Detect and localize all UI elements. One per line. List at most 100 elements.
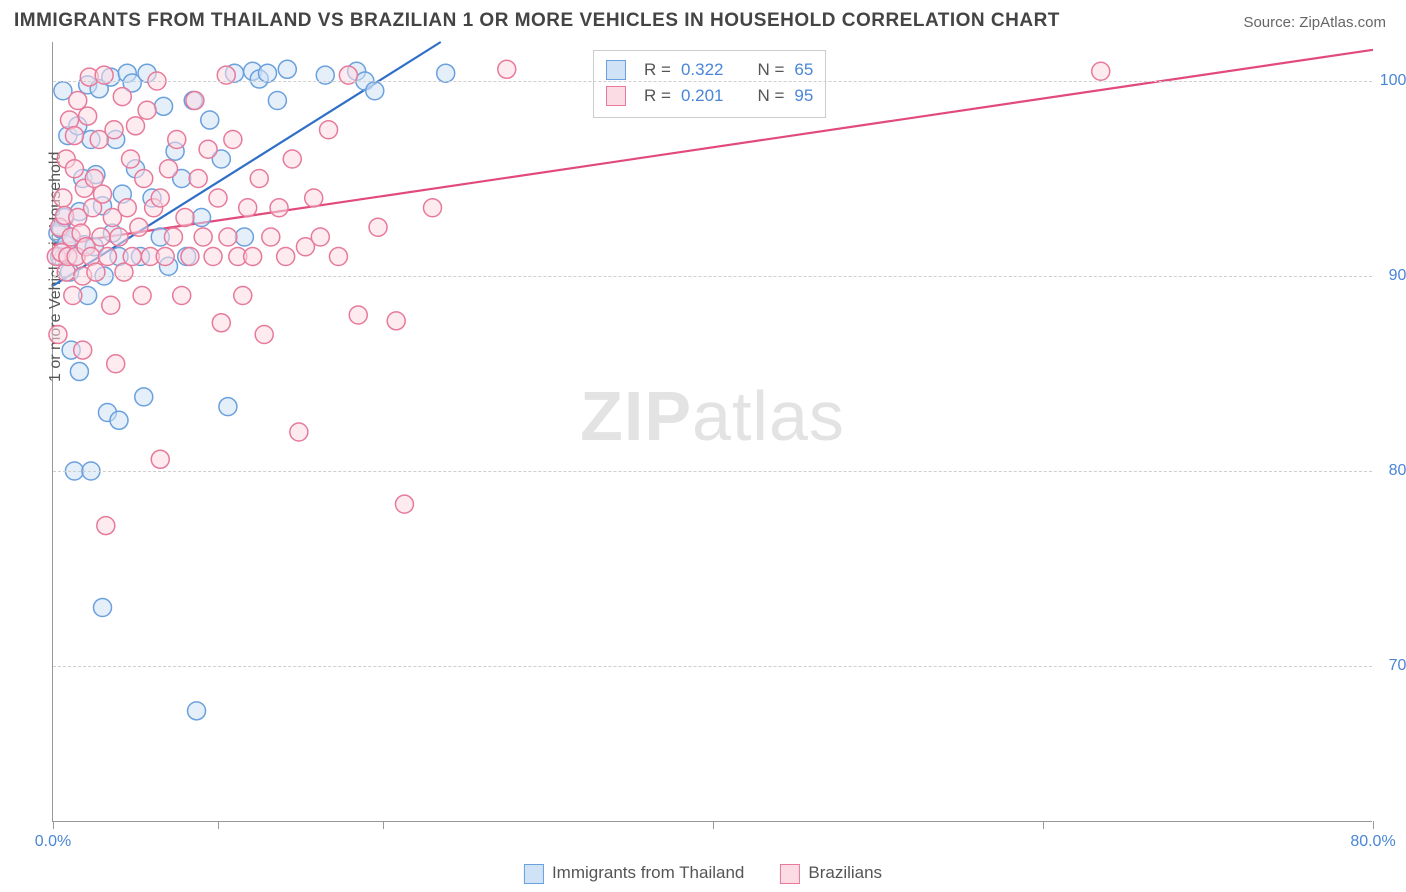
legend-item: Immigrants from Thailand	[524, 863, 744, 884]
scatter-point	[94, 599, 112, 617]
scatter-point	[278, 60, 296, 78]
scatter-point	[94, 185, 112, 203]
xtick	[383, 821, 384, 829]
scatter-point	[130, 218, 148, 236]
scatter-point	[122, 150, 140, 168]
source-label: Source: ZipAtlas.com	[1243, 14, 1386, 31]
scatter-point	[212, 314, 230, 332]
gridline	[53, 276, 1372, 277]
scatter-point	[186, 92, 204, 110]
scatter-point	[193, 209, 211, 227]
legend-swatch	[780, 864, 800, 884]
scatter-point	[259, 64, 277, 82]
scatter-point	[262, 228, 280, 246]
scatter-point	[133, 287, 151, 305]
scatter-point	[105, 121, 123, 139]
legend-label: Brazilians	[808, 863, 882, 882]
bottom-legend: Immigrants from Thailand Brazilians	[524, 863, 882, 884]
gridline	[53, 666, 1372, 667]
xtick-label: 0.0%	[35, 833, 71, 851]
xtick	[1373, 821, 1374, 829]
scatter-point	[65, 160, 83, 178]
scatter-point	[387, 312, 405, 330]
scatter-point	[235, 228, 253, 246]
scatter-point	[79, 107, 97, 125]
scatter-point	[311, 228, 329, 246]
scatter-point	[255, 326, 273, 344]
scatter-point	[74, 341, 92, 359]
scatter-point	[97, 517, 115, 535]
gridline	[53, 471, 1372, 472]
scatter-point	[250, 170, 268, 188]
scatter-point	[135, 388, 153, 406]
scatter-point	[320, 121, 338, 139]
scatter-point	[102, 296, 120, 314]
plot-area: 1 or more Vehicles in Household ZIPatlas…	[52, 42, 1372, 822]
scatter-point	[118, 199, 136, 217]
scatter-point	[244, 248, 262, 266]
ytick-label: 90.0%	[1376, 267, 1406, 285]
ytick-label: 80.0%	[1376, 462, 1406, 480]
scatter-point	[87, 263, 105, 281]
scatter-point	[395, 495, 413, 513]
scatter-point	[188, 702, 206, 720]
legend-swatch	[524, 864, 544, 884]
xtick	[1043, 821, 1044, 829]
scatter-point	[199, 140, 217, 158]
ytick-label: 70.0%	[1376, 657, 1406, 675]
scatter-point	[168, 131, 186, 149]
scatter-point	[107, 355, 125, 373]
scatter-point	[70, 363, 88, 381]
scatter-point	[329, 248, 347, 266]
scatter-point	[98, 248, 116, 266]
scatter-point	[64, 287, 82, 305]
chart-svg	[53, 42, 1372, 821]
chart-title: IMMIGRANTS FROM THAILAND VS BRAZILIAN 1 …	[14, 10, 1060, 32]
scatter-point	[239, 199, 257, 217]
legend-label: Immigrants from Thailand	[552, 863, 744, 882]
scatter-point	[283, 150, 301, 168]
scatter-point	[424, 199, 442, 217]
scatter-point	[268, 92, 286, 110]
xtick-label: 80.0%	[1350, 833, 1395, 851]
xtick	[53, 821, 54, 829]
scatter-point	[164, 228, 182, 246]
scatter-point	[156, 248, 174, 266]
scatter-point	[173, 287, 191, 305]
scatter-point	[277, 248, 295, 266]
scatter-point	[127, 117, 145, 135]
scatter-point	[437, 64, 455, 82]
scatter-point	[219, 228, 237, 246]
scatter-point	[189, 170, 207, 188]
scatter-point	[181, 248, 199, 266]
scatter-point	[366, 82, 384, 100]
scatter-point	[110, 228, 128, 246]
xtick	[713, 821, 714, 829]
scatter-point	[498, 60, 516, 78]
scatter-point	[224, 131, 242, 149]
scatter-point	[209, 189, 227, 207]
scatter-point	[151, 450, 169, 468]
scatter-point	[270, 199, 288, 217]
scatter-point	[290, 423, 308, 441]
xtick	[218, 821, 219, 829]
scatter-point	[204, 248, 222, 266]
scatter-point	[305, 189, 323, 207]
scatter-point	[49, 326, 67, 344]
scatter-point	[201, 111, 219, 129]
scatter-point	[369, 218, 387, 236]
scatter-point	[155, 97, 173, 115]
scatter-point	[135, 170, 153, 188]
scatter-point	[123, 248, 141, 266]
scatter-point	[69, 92, 87, 110]
scatter-point	[113, 88, 131, 106]
gridline	[53, 81, 1372, 82]
scatter-point	[194, 228, 212, 246]
scatter-point	[65, 127, 83, 145]
scatter-point	[151, 189, 169, 207]
scatter-point	[160, 160, 178, 178]
legend-item: Brazilians	[780, 863, 882, 884]
scatter-point	[110, 411, 128, 429]
scatter-point	[1092, 62, 1110, 80]
scatter-point	[349, 306, 367, 324]
